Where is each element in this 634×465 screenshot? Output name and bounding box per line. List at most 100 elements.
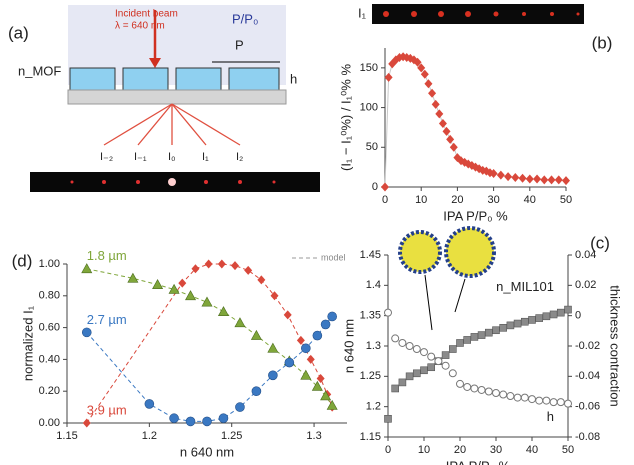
marker [384, 308, 392, 317]
marker [424, 79, 433, 89]
marker [312, 330, 323, 341]
order-label: I₀ [168, 151, 176, 163]
marker [391, 384, 400, 393]
marker [405, 372, 414, 381]
x-axis-label: IPA P/P₀ % [446, 458, 511, 465]
y-tick-label: 1.00 [39, 258, 60, 270]
marker [267, 342, 279, 353]
marker [528, 316, 536, 324]
marker [144, 399, 155, 409]
strip-label: I₁ [358, 5, 367, 20]
y-tick-label: 1.35 [360, 310, 381, 322]
y-tick-label: 1.2 [366, 401, 381, 413]
marker [520, 317, 529, 326]
y-tick-label: 150 [360, 62, 378, 74]
marker [427, 363, 436, 372]
marker [320, 390, 332, 401]
marker [463, 336, 472, 344]
marker [562, 176, 570, 186]
marker [554, 175, 563, 185]
mof-structure [398, 226, 496, 278]
marker [231, 261, 239, 271]
series-line [86, 268, 333, 406]
marker [513, 319, 522, 328]
marker [405, 342, 414, 350]
marker [492, 326, 500, 335]
panel-label: (a) [8, 23, 29, 42]
height-label: h [290, 71, 297, 86]
y2-tick-label: 0 [575, 310, 581, 322]
y-tick-label: 50 [366, 141, 378, 153]
y-axis-label: (I₁ − I₁⁰%) / I₁⁰% % [338, 64, 353, 171]
y-tick-label: 0.80 [39, 290, 60, 302]
x-tick-label: 1.3 [306, 430, 321, 442]
marker [448, 369, 457, 378]
marker [528, 395, 536, 404]
marker [427, 352, 436, 361]
y2-axis-label: thickness contraction [608, 285, 623, 406]
marker [535, 396, 544, 405]
x-tick-label: 30 [487, 194, 499, 206]
x-tick-label: 1.2 [142, 430, 157, 442]
y2-tick-label: -0.02 [575, 340, 600, 352]
order-label: I₋₁ [134, 151, 147, 163]
marker [82, 418, 91, 428]
period-label: P [235, 37, 244, 52]
marker [525, 174, 534, 184]
panel-label: (b) [592, 33, 613, 52]
marker [564, 399, 572, 408]
marker [178, 278, 187, 288]
pointer [454, 278, 466, 313]
y-tick-label: 0.40 [39, 353, 60, 365]
marker [284, 357, 295, 368]
marker [556, 398, 565, 407]
marker [470, 384, 479, 393]
marker [168, 283, 180, 294]
diffraction-spots [70, 178, 276, 186]
substrate [67, 89, 287, 105]
marker [449, 142, 458, 152]
marker [270, 291, 279, 301]
marker [217, 306, 229, 317]
x-axis-label: n 640 nm [180, 444, 234, 459]
marker [463, 382, 472, 391]
series-label: 2.7 µm [87, 312, 127, 327]
marker [435, 109, 444, 119]
marker [431, 99, 440, 109]
marker [438, 118, 447, 128]
y2-tick-label: 0.04 [575, 249, 596, 261]
marker [218, 413, 229, 424]
marker [496, 170, 505, 180]
marker [489, 168, 498, 178]
marker [300, 369, 312, 380]
marker [540, 175, 549, 185]
marker [250, 329, 262, 340]
marker [306, 354, 315, 364]
marker [311, 380, 323, 391]
marker [511, 172, 520, 182]
marker [506, 392, 515, 401]
marker [542, 396, 551, 405]
y-tick-label: 0 [372, 181, 378, 193]
y-tick-label: 0.00 [39, 417, 60, 429]
marker [326, 399, 338, 410]
marker [413, 57, 422, 67]
marker [127, 272, 139, 283]
marker [191, 264, 200, 274]
marker [484, 328, 493, 337]
spot-strip [372, 4, 584, 24]
y-axis-label: normalized I₁ [20, 305, 35, 381]
marker [81, 327, 92, 338]
marker [549, 310, 558, 319]
marker [448, 345, 457, 353]
y-tick-label: 0.60 [39, 322, 60, 334]
marker [251, 386, 262, 397]
marker [398, 378, 407, 387]
y-tick-label: 1.25 [360, 370, 381, 382]
legend-label: model [321, 252, 346, 262]
order-label: I₋₂ [100, 151, 113, 163]
marker [381, 182, 389, 192]
marker [412, 345, 421, 354]
beam-label: Incident beam [115, 9, 178, 20]
